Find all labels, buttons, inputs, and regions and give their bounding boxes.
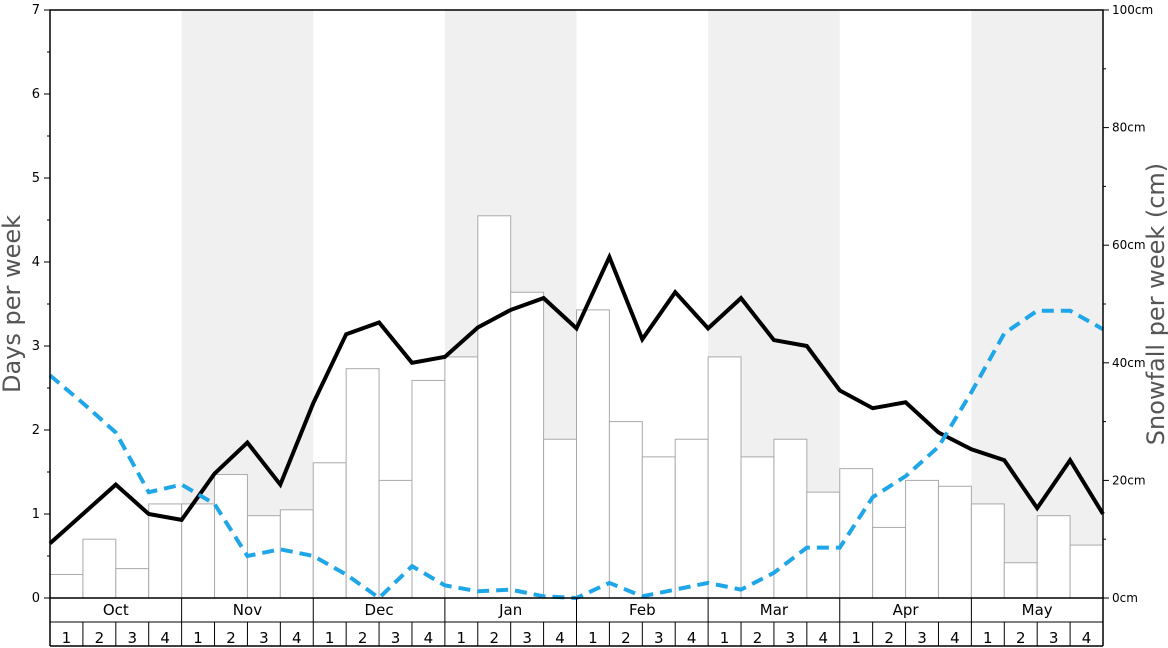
month-label-jan: Jan (498, 601, 522, 619)
left-tick-label: 5 (32, 171, 40, 186)
month-label-oct: Oct (103, 601, 129, 619)
week-label: 3 (522, 629, 532, 647)
week-label: 1 (720, 629, 730, 647)
snowfall-bar (214, 474, 248, 599)
week-label: 4 (687, 629, 697, 647)
snowfall-bar (82, 538, 117, 599)
week-label: 2 (1016, 629, 1026, 647)
snowfall-bar (411, 379, 446, 599)
left-tick-label: 3 (32, 339, 40, 354)
week-label: 2 (489, 629, 499, 647)
week-label: 4 (424, 629, 434, 647)
month-band-may (971, 10, 1103, 598)
week-label: 2 (884, 629, 894, 647)
snowfall-bar (1036, 515, 1071, 599)
right-axis-title: Snowfall per week (cm) (1142, 163, 1168, 445)
snowfall-bar (773, 438, 808, 599)
right-tick-label: 80cm (1112, 121, 1146, 135)
x-axis-months: Oct 1 2 3 4 Nov 1 2 3 4 Dec 1 2 3 4 Jan 1 2 3 4 Feb 1 2 3 4 Mar 1 2… (49, 598, 1104, 647)
week-label: 4 (950, 629, 960, 647)
right-tick-label: 40cm (1112, 356, 1146, 370)
snowfall-bar (937, 485, 972, 599)
snowfall-bar (1003, 562, 1038, 599)
week-label: 2 (753, 629, 763, 647)
week-label: 4 (555, 629, 565, 647)
snowfall-bar (1069, 544, 1104, 599)
week-label: 3 (917, 629, 927, 647)
snowfall-bar (510, 291, 545, 599)
snowfall-bar (543, 438, 577, 599)
week-label: 1 (851, 629, 861, 647)
week-label: 1 (983, 629, 993, 647)
left-tick-label: 0 (32, 591, 40, 606)
month-label-nov: Nov (233, 601, 262, 619)
week-label: 1 (457, 629, 467, 647)
snowfall-bar (608, 421, 643, 599)
left-axis-ticks: 0 1 2 3 4 5 6 7 (32, 3, 50, 606)
week-label: 4 (292, 629, 302, 647)
snowfall-bar (839, 468, 874, 599)
week-label: 3 (786, 629, 796, 647)
solid-black-line (48, 251, 1105, 545)
month-label-feb: Feb (629, 601, 656, 619)
month-label-apr: Apr (893, 601, 920, 619)
snowfall-bar (49, 573, 84, 599)
week-label: 1 (62, 629, 72, 647)
left-tick-label: 6 (32, 87, 40, 102)
month-label-may: May (1022, 601, 1053, 619)
snowfall-bar (444, 356, 479, 599)
right-tick-label: 0cm (1112, 591, 1138, 605)
week-label: 1 (325, 629, 335, 647)
week-label: 2 (226, 629, 236, 647)
month-label-mar: Mar (760, 601, 789, 619)
snowfall-bar (740, 456, 775, 599)
week-label: 2 (358, 629, 368, 647)
left-axis-title: Days per week (0, 215, 26, 393)
snowfall-bar (312, 462, 347, 599)
snowfall-bar (345, 368, 380, 599)
week-label: 3 (654, 629, 664, 647)
snowfall-bar (181, 503, 216, 599)
week-label: 2 (621, 629, 631, 647)
snowfall-bar (576, 309, 610, 599)
left-tick-label: 2 (32, 423, 40, 438)
week-label: 3 (259, 629, 269, 647)
week-label: 3 (391, 629, 401, 647)
left-tick-label: 7 (32, 3, 40, 18)
snowfall-bar (115, 568, 150, 599)
left-tick-label: 4 (32, 255, 40, 270)
right-axis-ticks: 0cm 20cm 40cm 60cm 80cm 100cm (1103, 3, 1153, 605)
snowfall-bar (707, 356, 742, 599)
week-label: 4 (1082, 629, 1092, 647)
snowfall-bar (641, 456, 676, 599)
week-label: 2 (95, 629, 105, 647)
snowfall-bar (674, 438, 709, 599)
right-tick-label: 100cm (1112, 3, 1153, 17)
week-label: 3 (1049, 629, 1059, 647)
week-label: 1 (588, 629, 598, 647)
week-label: 1 (193, 629, 203, 647)
snowfall-bar (872, 526, 907, 599)
right-tick-label: 20cm (1112, 473, 1146, 487)
left-tick-label: 1 (32, 507, 40, 522)
snowfall-bar (970, 503, 1005, 599)
week-label: 3 (127, 629, 137, 647)
snowfall-bar (905, 479, 939, 599)
week-label: 4 (819, 629, 829, 647)
snowfall-bars (49, 215, 1104, 599)
snowfall-bar (806, 491, 841, 599)
snowfall-bar (477, 215, 512, 599)
week-label: 4 (160, 629, 170, 647)
month-label-dec: Dec (365, 601, 394, 619)
right-tick-label: 60cm (1112, 238, 1146, 252)
